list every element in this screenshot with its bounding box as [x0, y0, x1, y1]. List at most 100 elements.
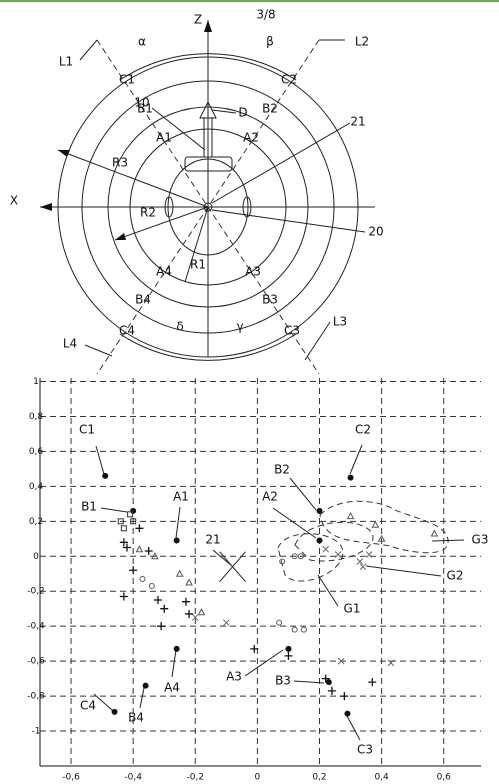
label: γ — [236, 320, 243, 334]
point — [160, 604, 169, 613]
point — [119, 592, 128, 601]
annotation: B3 — [275, 674, 291, 688]
annotation: C2 — [355, 423, 371, 437]
annotation: G3 — [472, 533, 489, 547]
annotation: B2 — [274, 463, 290, 477]
label: 21 — [350, 115, 365, 129]
point — [135, 545, 144, 553]
point — [154, 595, 163, 604]
point — [368, 678, 377, 687]
annotation: C4 — [80, 699, 96, 713]
point — [173, 537, 180, 544]
point — [119, 538, 128, 547]
point — [284, 651, 293, 660]
label: D — [238, 106, 247, 120]
label: B2 — [262, 102, 278, 116]
point — [322, 545, 330, 553]
annotation: G2 — [447, 569, 464, 583]
point — [356, 558, 364, 565]
point — [250, 644, 259, 653]
point — [276, 619, 283, 626]
label: β — [266, 35, 274, 49]
x-tick-label: -0,2 — [187, 773, 205, 783]
point — [135, 524, 144, 533]
point — [181, 597, 190, 606]
point — [316, 507, 323, 514]
y-tick-label: -0,4 — [27, 622, 45, 632]
point — [185, 578, 193, 586]
y-tick-label: 0,2 — [29, 517, 43, 527]
label: L2 — [355, 35, 369, 49]
point — [151, 552, 159, 560]
annotation: A4 — [164, 681, 180, 695]
label: L3 — [333, 315, 347, 329]
label: 10 — [134, 96, 149, 110]
point — [291, 553, 298, 560]
point — [117, 518, 124, 525]
point — [300, 626, 307, 633]
point — [130, 507, 137, 514]
label: C3 — [284, 324, 300, 338]
annotation: C1 — [79, 423, 95, 437]
annotation: 21 — [205, 533, 220, 547]
point — [430, 529, 439, 537]
point — [173, 645, 180, 652]
point — [337, 657, 345, 665]
point — [325, 679, 332, 686]
diagram-labels: Z X α β γ δ L1 L2 L3 L4 C1 C2 C3 C4 B1 B… — [10, 13, 384, 351]
point — [327, 686, 336, 695]
y-tick-label: -0,6 — [27, 657, 45, 667]
label: R3 — [112, 156, 128, 170]
point — [371, 520, 380, 528]
label: Z — [194, 13, 202, 27]
point — [316, 537, 323, 544]
y-tick-label: -0,8 — [27, 692, 45, 702]
point — [122, 543, 131, 552]
label: A3 — [245, 265, 261, 279]
x-tick-label: 0,4 — [374, 773, 389, 783]
point — [334, 551, 342, 558]
point — [197, 608, 206, 616]
point — [157, 622, 166, 631]
label: R2 — [140, 206, 156, 220]
y-tick-label: 0,8 — [29, 412, 44, 422]
label: B1 — [137, 102, 153, 116]
label: A2 — [243, 131, 259, 145]
point — [387, 659, 395, 667]
label: α — [138, 35, 146, 49]
point — [346, 512, 355, 520]
point — [365, 551, 373, 558]
x-tick-label: -0,4 — [124, 773, 142, 783]
y-tick-label: 0 — [33, 552, 39, 562]
point — [144, 547, 153, 556]
label: A4 — [156, 265, 172, 279]
y-tick-label: 0,6 — [29, 447, 44, 457]
x-tick-label: 0,2 — [312, 773, 326, 783]
annotation: A1 — [173, 490, 189, 504]
point — [377, 534, 386, 542]
point — [191, 614, 199, 621]
point — [359, 563, 367, 571]
annotation: A3 — [226, 670, 242, 684]
label: L1 — [59, 55, 73, 69]
point — [148, 582, 155, 589]
annotation: B4 — [128, 711, 144, 725]
chart-annotations — [93, 444, 465, 741]
y-tick-label: -0,2 — [27, 587, 45, 597]
annotation: G1 — [344, 602, 361, 616]
x-tick-label: 0 — [255, 773, 261, 783]
point — [285, 645, 292, 652]
point — [102, 472, 109, 479]
page-number: 3/8 — [256, 8, 275, 22]
chart-annotation-labels: C1 C2 B1 B2 A1 A2 21 A3 A4 B3 B4 C3 C4 G… — [79, 423, 488, 757]
point — [219, 551, 246, 583]
point — [344, 710, 351, 717]
point — [175, 569, 184, 577]
label: A1 — [156, 131, 172, 145]
label: B4 — [135, 293, 151, 307]
point — [321, 674, 330, 683]
x-tick-label: -0,6 — [62, 773, 80, 783]
annotation: B1 — [81, 500, 97, 514]
y-tick-label: 1 — [33, 377, 39, 387]
